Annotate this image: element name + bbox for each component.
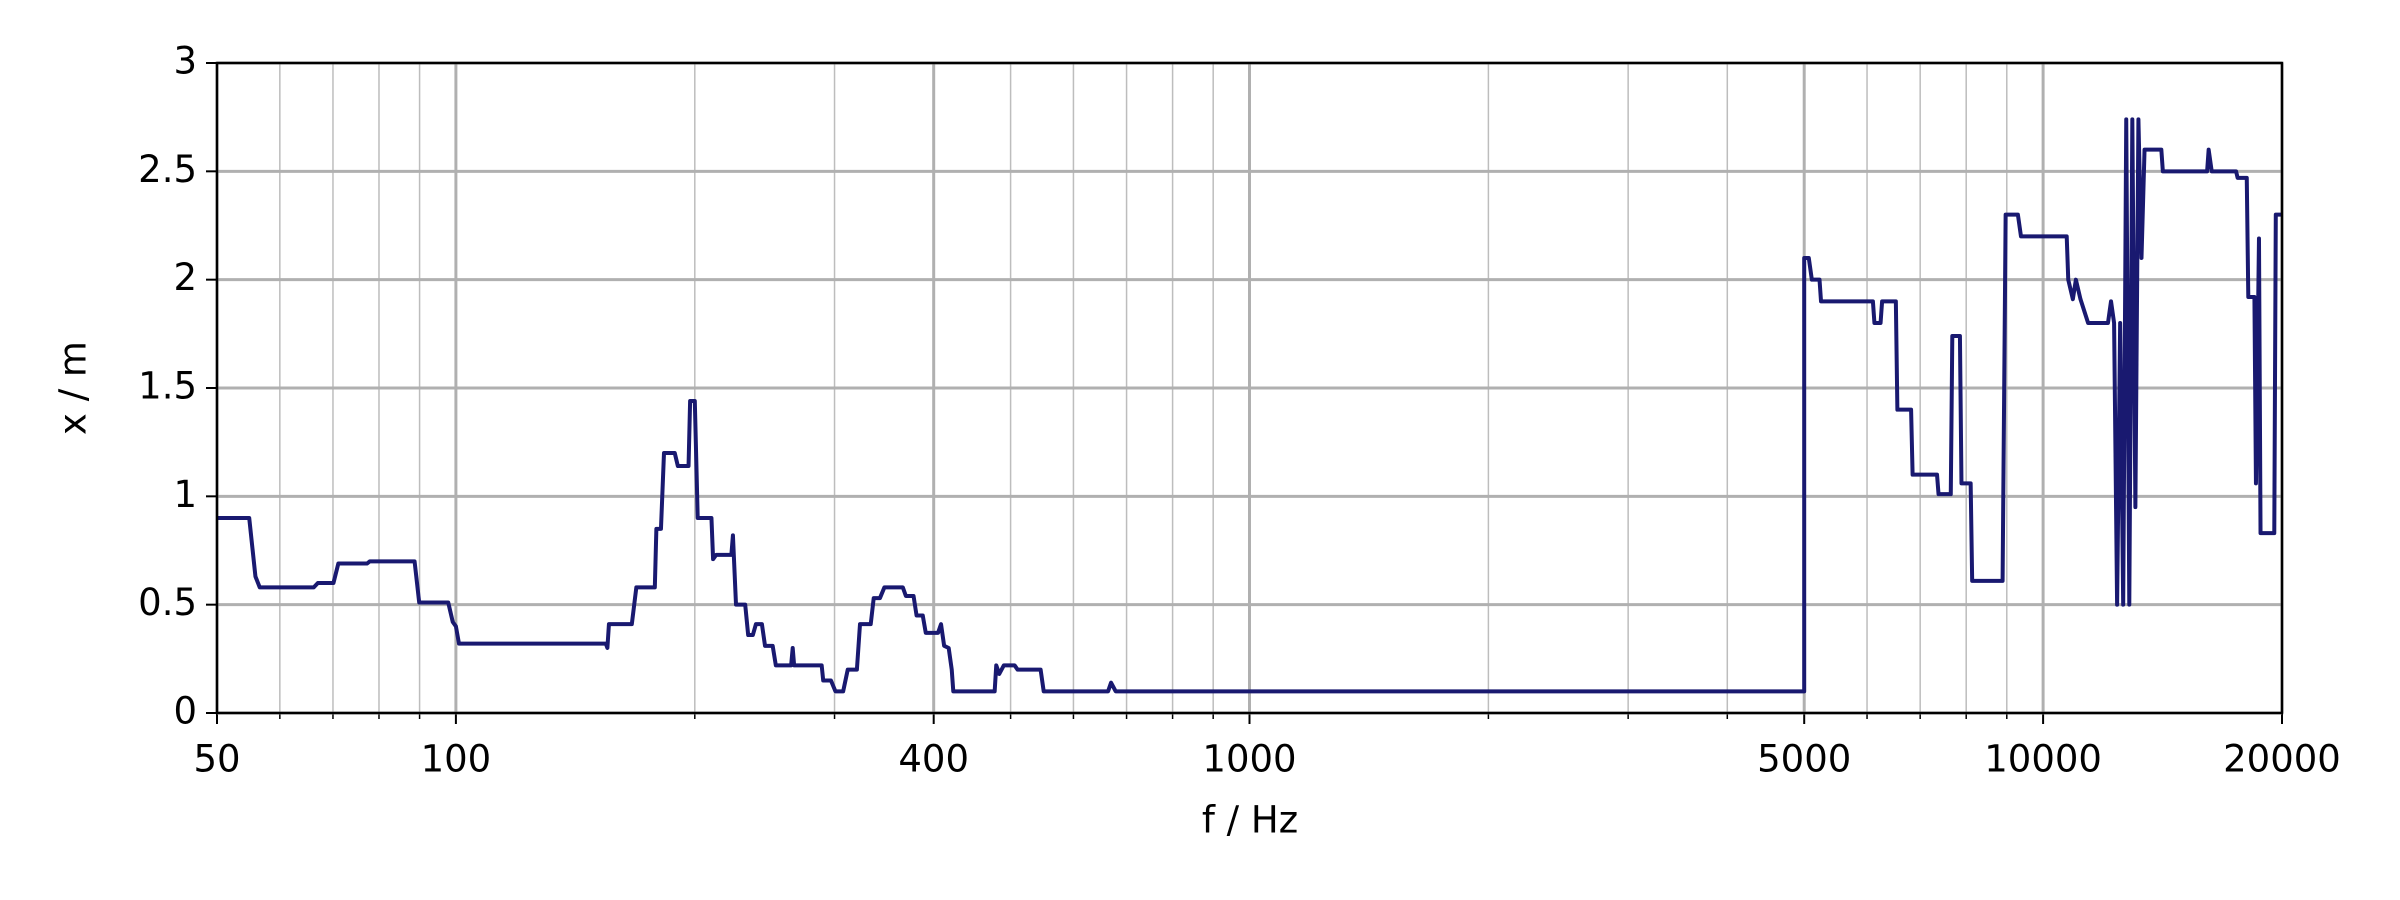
x-tick-label: 10000 xyxy=(1984,738,2102,781)
y-axis-label: x / m xyxy=(52,341,95,435)
y-tick-label: 2 xyxy=(173,256,197,299)
y-tick-label: 2.5 xyxy=(138,148,197,191)
x-tick-label: 20000 xyxy=(2223,738,2341,781)
plot-frame xyxy=(215,61,2284,715)
x-tick-label: 50 xyxy=(193,738,240,781)
x-tick-label: 1000 xyxy=(1202,738,1296,781)
x-tick-label: 5000 xyxy=(1757,738,1851,781)
y-tick-label: 1 xyxy=(173,473,197,516)
y-tick-label: 3 xyxy=(173,40,197,83)
data-line xyxy=(217,117,2282,694)
y-tick-label: 0.5 xyxy=(138,581,197,624)
x-tick-label: 400 xyxy=(898,738,969,781)
y-tick-label: 0 xyxy=(173,690,197,733)
x-tick-label: 100 xyxy=(421,738,492,781)
x-axis-label: f / Hz xyxy=(1202,799,1298,842)
y-tick-label: 1.5 xyxy=(138,365,197,408)
